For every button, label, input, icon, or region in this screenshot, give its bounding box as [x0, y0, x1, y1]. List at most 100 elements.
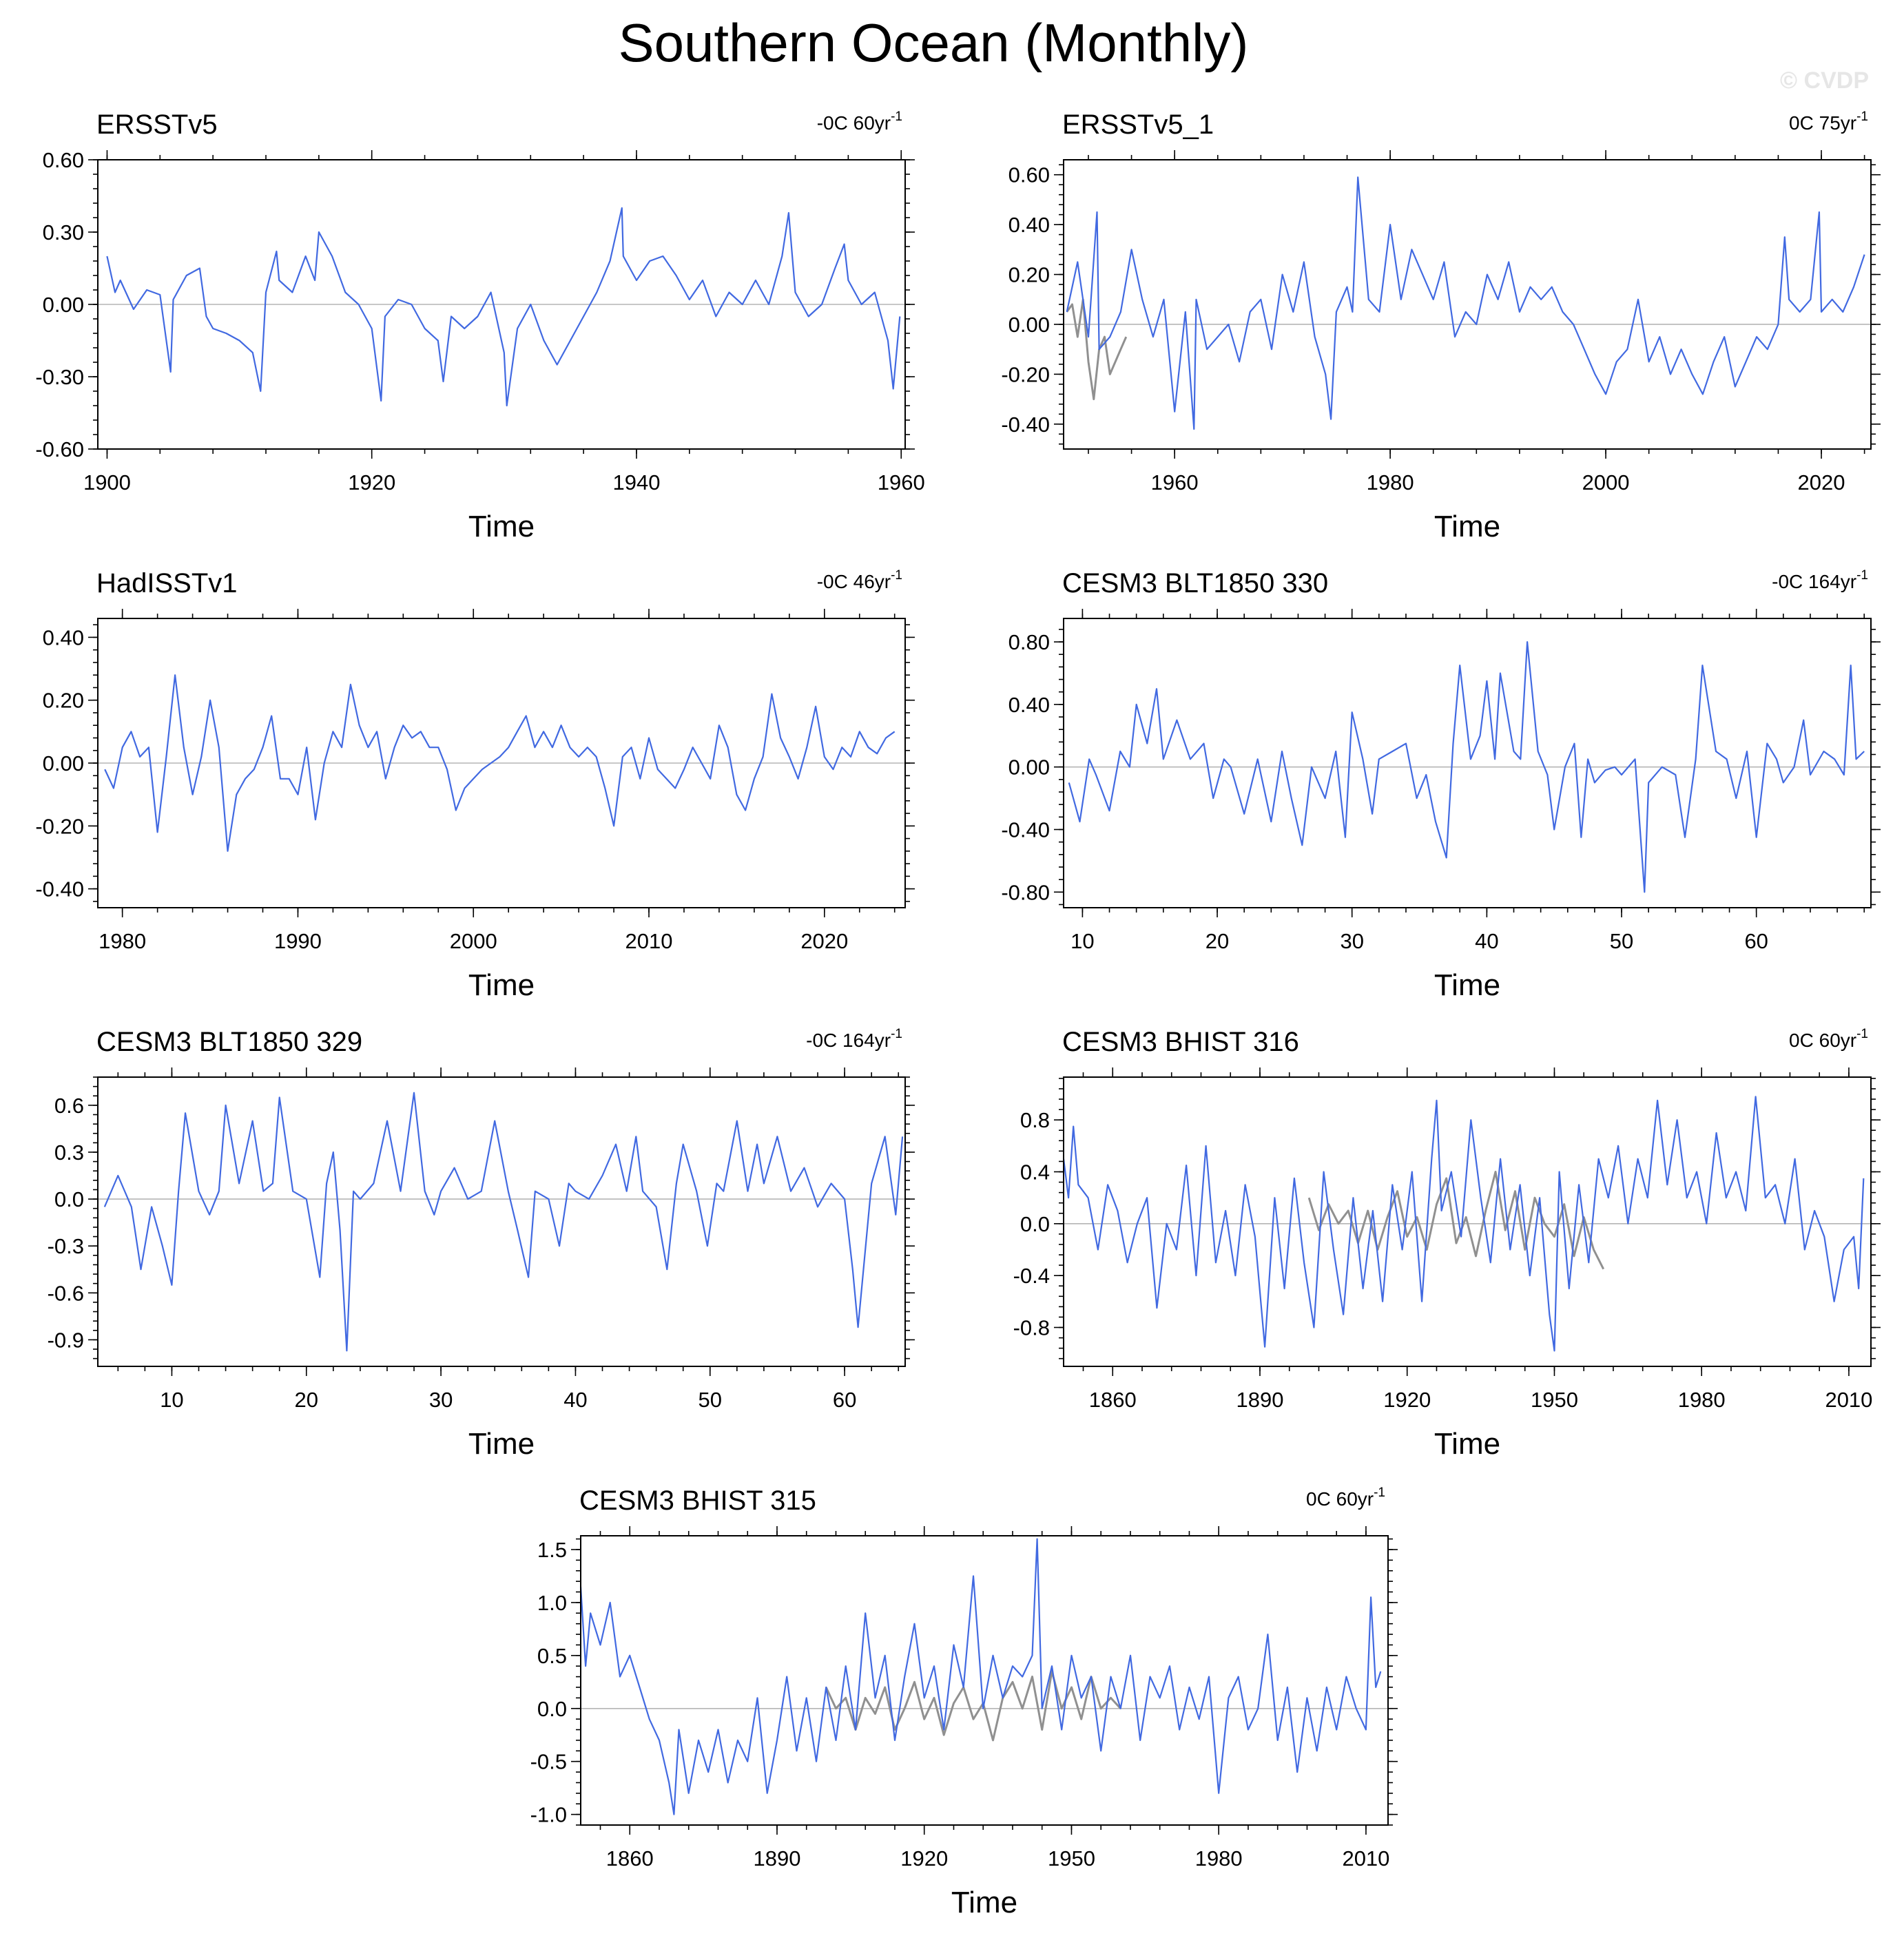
y-tick-label: -0.40: [35, 877, 84, 901]
y-tick-label: 0.0: [54, 1187, 84, 1211]
trend-label: -0C 164yr-1: [1772, 568, 1868, 592]
y-tick-label: -0.4: [1013, 1264, 1050, 1288]
x-tick-label: 50: [1610, 929, 1633, 953]
reference-series-line: [825, 1670, 1121, 1742]
y-tick-label: 0.4: [1020, 1160, 1050, 1184]
panel-title: CESM3 BHIST 316: [1062, 1027, 1299, 1057]
page-title: Southern Ocean (Monthly): [619, 12, 1249, 73]
x-tick-label: 30: [429, 1388, 453, 1412]
y-tick-label: -0.8: [1013, 1315, 1050, 1340]
trend-superscript: -1: [1856, 568, 1868, 583]
x-tick-label: 1860: [606, 1846, 654, 1870]
x-axis-label: Time: [1434, 510, 1500, 543]
x-tick-label: 2000: [1582, 470, 1630, 494]
y-tick-label: -0.20: [35, 814, 84, 838]
x-tick-label: 10: [160, 1388, 183, 1412]
series-line: [1068, 641, 1865, 893]
series-line: [1062, 1096, 1865, 1352]
y-tick-label: 0.00: [1008, 313, 1050, 337]
x-tick-label: 1980: [1367, 470, 1414, 494]
plot-frame: [580, 1535, 1389, 1826]
x-tick-label: 2020: [1798, 470, 1845, 494]
trend-value: -0C 164yr: [1772, 571, 1856, 592]
x-axis-label: Time: [1434, 1427, 1500, 1461]
y-tick-label: 0.20: [43, 689, 84, 713]
y-tick-label: 0.20: [1008, 263, 1050, 287]
y-tick-label: -0.60: [35, 437, 84, 461]
x-tick-label: 1920: [348, 470, 395, 494]
x-tick-label: 30: [1340, 929, 1363, 953]
trend-superscript: -1: [891, 110, 902, 124]
x-tick-label: 50: [699, 1388, 722, 1412]
trend-superscript: -1: [1856, 110, 1868, 124]
x-axis-label: Time: [1434, 968, 1500, 1002]
x-tick-label: 40: [1475, 929, 1498, 953]
y-tick-label: 0.0: [537, 1697, 567, 1721]
x-tick-label: 1980: [99, 929, 146, 953]
y-tick-label: 0.40: [43, 625, 84, 649]
trend-label: -0C 46yr-1: [817, 568, 902, 592]
y-tick-label: 0.00: [1008, 755, 1050, 780]
y-tick-label: 0.5: [537, 1644, 567, 1668]
x-tick-label: 1960: [1151, 470, 1199, 494]
trend-superscript: -1: [1374, 1486, 1385, 1500]
trend-value: 0C 60yr: [1789, 1030, 1856, 1051]
x-tick-label: 1920: [1383, 1388, 1431, 1412]
trend-label: -0C 60yr-1: [817, 110, 902, 134]
x-tick-label: 40: [563, 1388, 587, 1412]
plot-frame: [1063, 618, 1872, 908]
series-line: [1066, 176, 1865, 430]
trend-superscript: -1: [891, 1027, 902, 1041]
panel-title: ERSSTv5_1: [1062, 110, 1214, 140]
panel-7: -1.0 -0.5 0.0 0.5 1.0 1.5 1860 1890 1920 1950 1980…: [530, 1486, 1398, 1919]
y-tick-label: 1.5: [537, 1538, 567, 1562]
x-tick-label: 1950: [1048, 1846, 1095, 1870]
y-tick-label: -0.80: [1001, 880, 1050, 904]
y-tick-label: 0.60: [43, 148, 84, 172]
y-tick-label: 0.40: [1008, 213, 1050, 237]
panel-4: -0.80 -0.40 0.00 0.40 0.80 10 20 30 40 50 60 CESM3 …: [1001, 568, 1881, 1002]
y-tick-label: -1.0: [530, 1803, 567, 1827]
y-tick-label: 0.8: [1020, 1108, 1050, 1132]
panel-title: ERSSTv5: [96, 110, 218, 140]
y-tick-label: -0.40: [1001, 413, 1050, 437]
y-tick-label: 0.6: [54, 1094, 84, 1118]
trend-label: -0C 164yr-1: [806, 1027, 902, 1051]
x-tick-label: 1890: [1236, 1388, 1284, 1412]
y-tick-label: -0.6: [48, 1281, 84, 1305]
trend-superscript: -1: [1856, 1027, 1868, 1041]
trend-label: 0C 60yr-1: [1306, 1486, 1385, 1510]
trend-label: 0C 75yr-1: [1789, 110, 1868, 134]
y-tick-label: -0.40: [1001, 817, 1050, 842]
y-tick-label: -0.30: [35, 365, 84, 389]
x-tick-label: 1960: [878, 470, 925, 494]
series-line: [103, 1092, 904, 1352]
y-tick-label: 0.40: [1008, 693, 1050, 717]
plot-frame: [97, 1076, 906, 1367]
x-tick-label: 2010: [1342, 1846, 1389, 1870]
panel-3: -0.40 -0.20 0.00 0.20 0.40 1980 1990 2000 2010 20…: [35, 568, 915, 1002]
panel-5: -0.9 -0.6 -0.3 0.0 0.3 0.6 10 20 30 40 50 60 CESM3 B…: [48, 1027, 915, 1461]
x-tick-label: 1900: [83, 470, 131, 494]
panel-1: -0.60 -0.30 0.00 0.30 0.60 1900 1920 1940 1960 ER…: [35, 110, 924, 543]
panel-6: -0.8 -0.4 0.0 0.4 0.8 1860 1890 1920 1950 1980 201…: [1013, 1027, 1881, 1461]
trend-label: 0C 60yr-1: [1789, 1027, 1868, 1051]
x-tick-label: 20: [295, 1388, 318, 1412]
x-tick-label: 1890: [754, 1846, 801, 1870]
x-tick-label: 1980: [1678, 1388, 1726, 1412]
plot-frame: [1063, 159, 1872, 450]
y-tick-label: 0.0: [1020, 1212, 1050, 1236]
x-tick-label: 10: [1070, 929, 1094, 953]
series-line: [106, 207, 901, 407]
x-tick-label: 1950: [1531, 1388, 1578, 1412]
panel-title: HadISSTv1: [96, 568, 238, 598]
x-tick-label: 2000: [450, 929, 497, 953]
y-tick-label: 1.0: [537, 1591, 567, 1615]
panel-title: CESM3 BLT1850 330: [1062, 568, 1328, 598]
x-tick-label: 1920: [900, 1846, 948, 1870]
panels: -0.60 -0.30 0.00 0.30 0.60 1900 1920 1940 1960 ER…: [35, 110, 1881, 1919]
x-axis-label: Time: [468, 1427, 535, 1461]
y-tick-label: 0.00: [43, 751, 84, 775]
panel-2: -0.40 -0.20 0.00 0.20 0.40 0.60 1960 1980 2000 20…: [1001, 110, 1881, 543]
